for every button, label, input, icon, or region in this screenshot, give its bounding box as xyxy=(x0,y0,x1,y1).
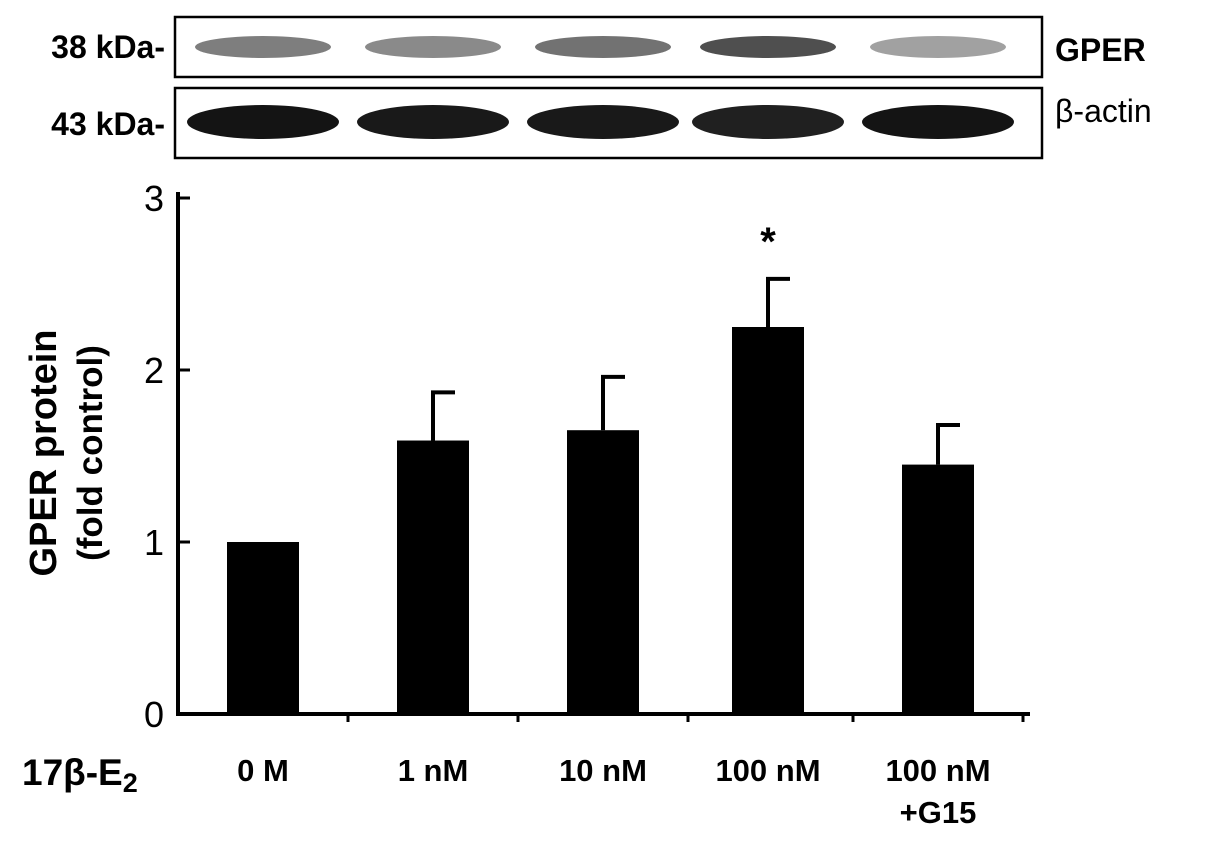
blot-band xyxy=(692,105,844,139)
y-tick-label: 0 xyxy=(144,694,164,735)
bar xyxy=(397,440,469,714)
significance-asterisk: * xyxy=(760,220,776,264)
bar-chart: 0 1 2 3 * 0 M 1 nM 10 nM 100 nM 100 nM +G15 GPER… xyxy=(22,178,1030,830)
marker-label-gper: 38 kDa- xyxy=(51,29,165,65)
x-tick-label: 0 M xyxy=(237,753,289,788)
bar xyxy=(902,464,974,714)
blot-band xyxy=(527,105,679,139)
bar xyxy=(567,430,639,714)
blot-band xyxy=(535,36,671,58)
x-tick-label: 10 nM xyxy=(559,753,647,788)
y-axis-label: GPER protein xyxy=(23,329,65,576)
protein-label-beta-actin: β-actin xyxy=(1055,93,1152,129)
marker-label-beta-actin: 43 kDa- xyxy=(51,106,165,142)
blot-band xyxy=(862,105,1014,139)
bar xyxy=(732,327,804,714)
blot-band xyxy=(870,36,1006,58)
y-ticks: 0 1 2 3 xyxy=(144,178,190,735)
blot-band xyxy=(195,36,331,58)
y-axis-title: GPER protein (fold control) xyxy=(23,329,110,576)
y-tick-label: 1 xyxy=(144,522,164,563)
gper-bands xyxy=(195,36,1006,58)
x-tick-label: 100 nM xyxy=(885,753,990,788)
y-tick-label: 2 xyxy=(144,350,164,391)
bar xyxy=(227,542,299,714)
protein-label-gper: GPER xyxy=(1055,32,1146,68)
blot-band xyxy=(365,36,501,58)
x-axis-title: 17β-E2 xyxy=(22,752,138,798)
x-axis-label-subscript: 2 xyxy=(123,768,138,798)
blot-band xyxy=(187,105,339,139)
x-axis-label: 17β-E xyxy=(22,752,123,793)
blot-band xyxy=(357,105,509,139)
error-bars xyxy=(431,276,960,465)
x-tick-labels: 0 M 1 nM 10 nM 100 nM 100 nM +G15 xyxy=(237,714,1025,830)
y-tick-label: 3 xyxy=(144,178,164,219)
beta-actin-bands xyxy=(187,105,1014,139)
x-tick-label: 1 nM xyxy=(398,753,469,788)
y-axis-sublabel: (fold control) xyxy=(71,345,110,561)
x-tick-label: +G15 xyxy=(900,795,977,830)
bars xyxy=(227,327,974,714)
significance-marks: * xyxy=(760,220,776,264)
blot-band xyxy=(700,36,836,58)
x-tick-label: 100 nM xyxy=(715,753,820,788)
western-blot: 38 kDa- GPER 43 kDa- β-actin xyxy=(51,15,1152,160)
